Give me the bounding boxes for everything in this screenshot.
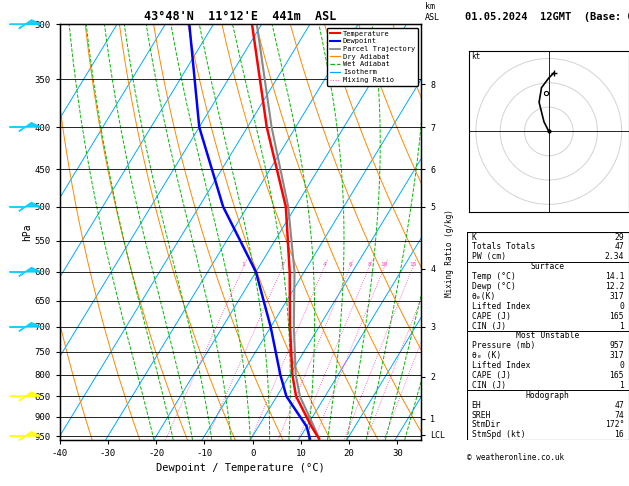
Text: 2.34: 2.34: [604, 252, 624, 261]
Text: Hodograph: Hodograph: [526, 391, 570, 400]
Text: 2: 2: [281, 262, 284, 267]
Title: 43°48'N  11°12'E  441m  ASL: 43°48'N 11°12'E 441m ASL: [145, 10, 337, 23]
Text: 0: 0: [620, 361, 624, 370]
Polygon shape: [9, 20, 41, 29]
Text: 0: 0: [620, 302, 624, 311]
Text: 1: 1: [620, 381, 624, 390]
Text: Most Unstable: Most Unstable: [516, 331, 579, 341]
Polygon shape: [9, 432, 41, 440]
Text: Mixing Ratio (g/kg): Mixing Ratio (g/kg): [445, 209, 454, 297]
Text: PW (cm): PW (cm): [472, 252, 506, 261]
Text: 172°: 172°: [604, 420, 624, 430]
Text: 01.05.2024  12GMT  (Base: 00): 01.05.2024 12GMT (Base: 00): [465, 12, 629, 22]
Text: kt: kt: [471, 52, 481, 61]
Text: 16: 16: [615, 431, 624, 439]
Text: CAPE (J): CAPE (J): [472, 371, 511, 380]
Text: 4: 4: [323, 262, 326, 267]
Polygon shape: [9, 122, 41, 131]
Text: CIN (J): CIN (J): [472, 381, 506, 390]
Text: θₑ(K): θₑ(K): [472, 292, 496, 301]
Text: Lifted Index: Lifted Index: [472, 361, 530, 370]
Text: 317: 317: [610, 292, 624, 301]
Text: StmSpd (kt): StmSpd (kt): [472, 431, 525, 439]
Text: K: K: [472, 232, 476, 242]
Text: 317: 317: [610, 351, 624, 360]
Text: 47: 47: [615, 400, 624, 410]
Legend: Temperature, Dewpoint, Parcel Trajectory, Dry Adiabat, Wet Adiabat, Isotherm, Mi: Temperature, Dewpoint, Parcel Trajectory…: [327, 28, 418, 86]
Text: EH: EH: [472, 400, 481, 410]
Polygon shape: [9, 323, 41, 331]
Text: Pressure (mb): Pressure (mb): [472, 341, 535, 350]
Polygon shape: [9, 202, 41, 211]
Text: 10: 10: [381, 262, 388, 267]
Polygon shape: [9, 392, 41, 401]
Text: 165: 165: [610, 371, 624, 380]
Text: 15: 15: [409, 262, 416, 267]
Text: 47: 47: [615, 243, 624, 251]
Text: StmDir: StmDir: [472, 420, 501, 430]
Text: Totals Totals: Totals Totals: [472, 243, 535, 251]
Polygon shape: [9, 268, 41, 277]
Text: 29: 29: [615, 232, 624, 242]
Text: SREH: SREH: [472, 411, 491, 419]
Text: Dewp (°C): Dewp (°C): [472, 282, 515, 291]
Text: 165: 165: [610, 312, 624, 321]
Text: 1: 1: [242, 262, 245, 267]
Text: Surface: Surface: [531, 262, 565, 271]
Text: CAPE (J): CAPE (J): [472, 312, 511, 321]
Text: 1: 1: [620, 322, 624, 330]
X-axis label: Dewpoint / Temperature (°C): Dewpoint / Temperature (°C): [156, 464, 325, 473]
Text: Lifted Index: Lifted Index: [472, 302, 530, 311]
Y-axis label: hPa: hPa: [22, 223, 32, 241]
Text: 74: 74: [615, 411, 624, 419]
Text: 957: 957: [610, 341, 624, 350]
Text: 14.1: 14.1: [604, 272, 624, 281]
Text: Temp (°C): Temp (°C): [472, 272, 515, 281]
Text: 6: 6: [348, 262, 352, 267]
Text: CIN (J): CIN (J): [472, 322, 506, 330]
Text: © weatheronline.co.uk: © weatheronline.co.uk: [467, 452, 564, 462]
Text: 8: 8: [367, 262, 371, 267]
Text: 12.2: 12.2: [604, 282, 624, 291]
Text: km
ASL: km ASL: [425, 2, 440, 22]
Text: θₑ (K): θₑ (K): [472, 351, 501, 360]
